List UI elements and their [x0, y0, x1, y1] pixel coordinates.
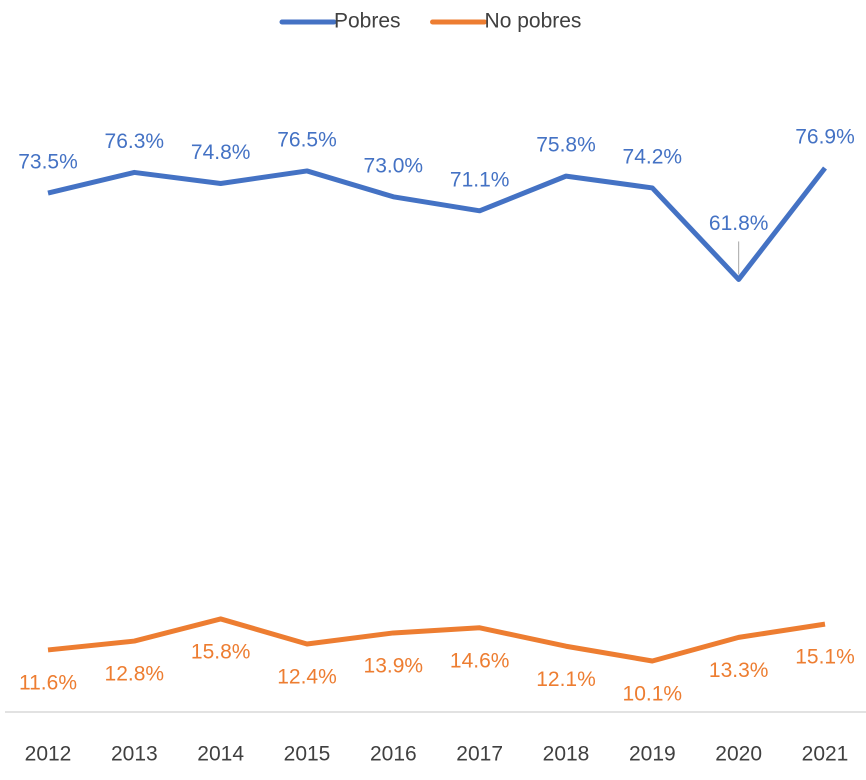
data-label: 75.8% — [536, 134, 596, 157]
data-label: 14.6% — [450, 649, 510, 672]
x-tick-label: 2015 — [284, 743, 331, 766]
x-tick-label: 2020 — [715, 743, 762, 766]
x-tick-label: 2019 — [629, 743, 676, 766]
x-tick-label: 2014 — [197, 743, 244, 766]
data-label: 74.8% — [191, 141, 251, 164]
data-label: 76.9% — [795, 126, 855, 149]
data-label: 73.0% — [364, 154, 424, 177]
data-label: 10.1% — [623, 683, 683, 706]
data-label: 76.3% — [105, 130, 165, 153]
series-line — [47, 166, 827, 282]
data-label: 11.6% — [19, 671, 77, 694]
data-label: 12.8% — [105, 663, 165, 686]
data-label: 61.8% — [709, 212, 769, 235]
data-label: 12.4% — [277, 666, 337, 689]
data-label: 76.5% — [277, 128, 337, 151]
x-tick-label: 2021 — [802, 743, 849, 766]
data-label: 15.1% — [795, 646, 855, 669]
x-tick-label: 2012 — [25, 743, 72, 766]
x-tick-label: 2018 — [543, 743, 590, 766]
data-label: 73.5% — [18, 151, 78, 174]
x-tick-label: 2017 — [456, 743, 503, 766]
data-label: 74.2% — [623, 145, 683, 168]
data-label: 13.9% — [364, 655, 424, 678]
data-label: 12.1% — [536, 668, 596, 691]
data-label: 71.1% — [450, 168, 510, 191]
legend-label: Pobres — [334, 10, 401, 33]
data-label: 15.8% — [191, 640, 251, 663]
legend-label: No pobres — [485, 10, 582, 33]
data-label: 13.3% — [709, 659, 769, 682]
series-line — [47, 616, 826, 664]
x-tick-label: 2013 — [111, 743, 158, 766]
x-tick-label: 2016 — [370, 743, 417, 766]
